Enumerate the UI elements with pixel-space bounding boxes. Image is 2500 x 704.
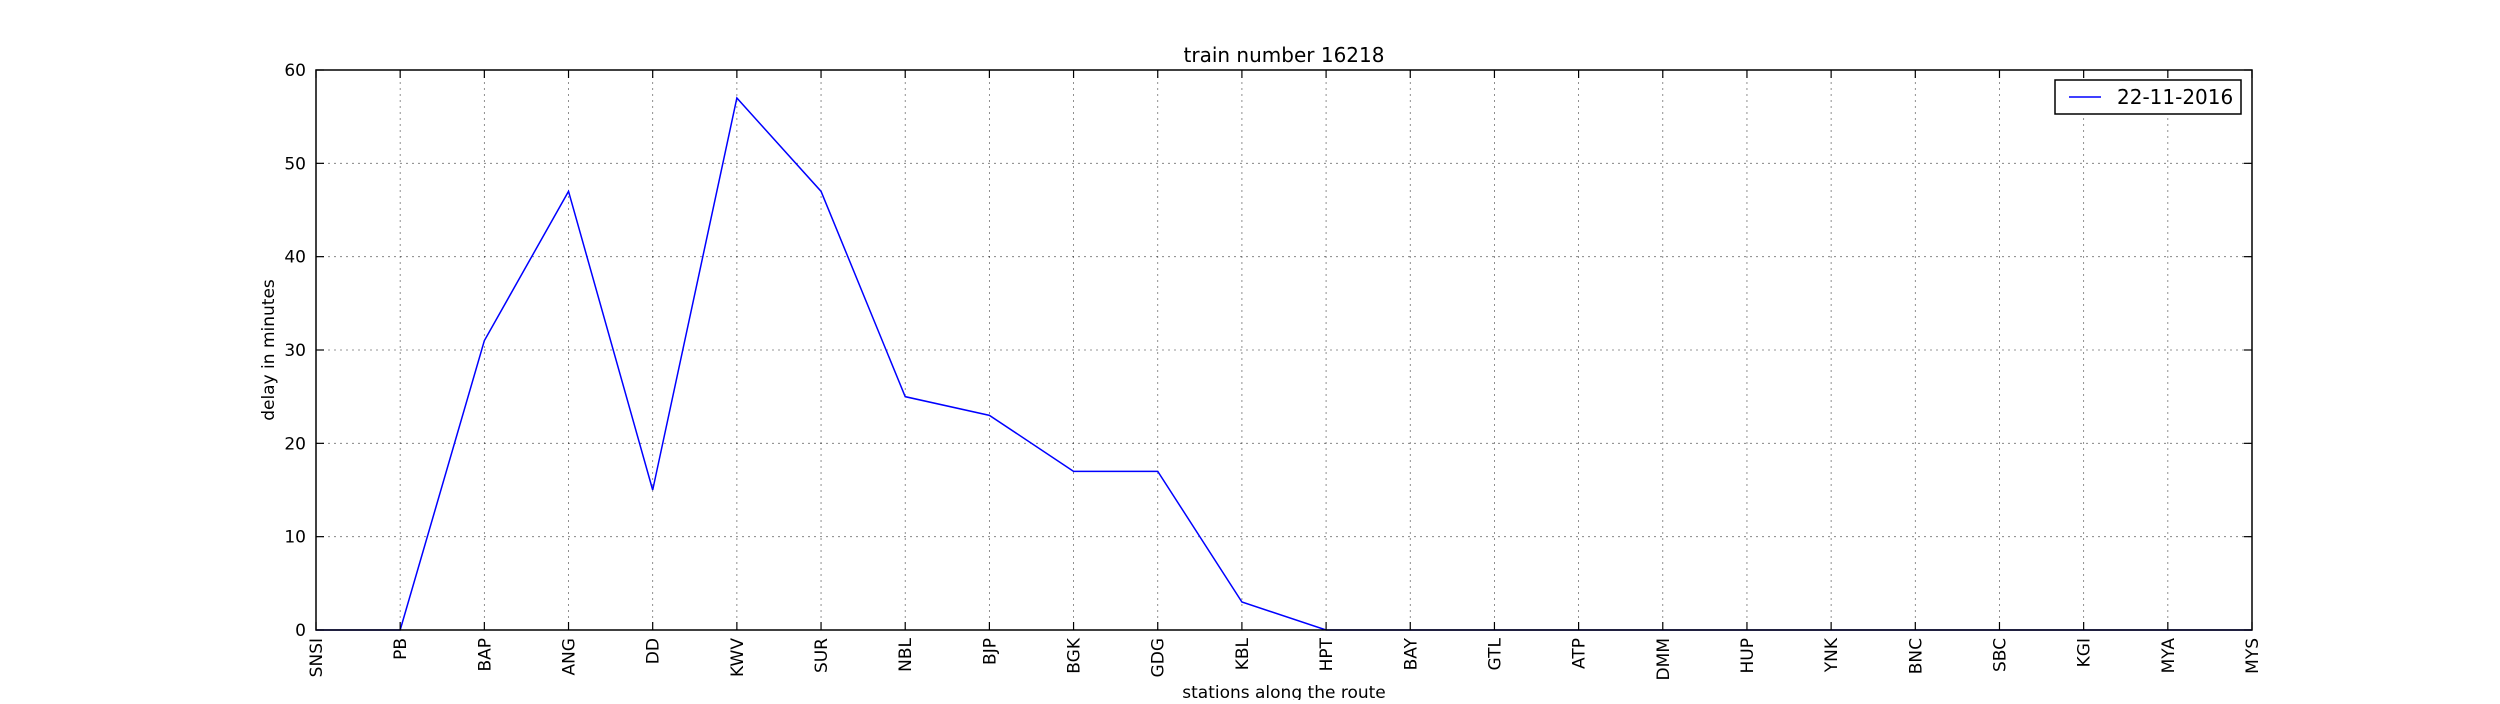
x-tick-label: YNK — [1822, 637, 1842, 673]
x-tick-label: MYA — [2159, 638, 2179, 674]
series-line — [316, 98, 2252, 630]
x-axis-title: stations along the route — [1182, 683, 1386, 700]
x-tick-label: HUP — [1738, 638, 1758, 673]
x-tick-label: KGI — [2075, 638, 2095, 667]
x-tick-label: DD — [644, 638, 664, 664]
chart-title: train number 16218 — [1184, 43, 1385, 67]
tick-labels: 0 10 20 30 40 50 60 SNSI PB BAP ANG DD KWV SUR NBL BJP B… — [284, 61, 2263, 680]
y-tick-label: 50 — [284, 154, 306, 174]
legend-label: 22-11-2016 — [2117, 85, 2233, 109]
y-axis-title: delay in minutes — [259, 279, 279, 421]
x-tick-label: NBL — [896, 637, 916, 671]
x-tick-label: ATP — [1570, 638, 1590, 669]
x-tick-label: KBL — [1233, 637, 1253, 670]
x-tick-label: ANG — [560, 638, 580, 676]
x-tick-label: PB — [391, 638, 411, 660]
x-tick-label: SNSI — [307, 638, 327, 677]
x-tick-label: BNC — [1906, 638, 1926, 674]
x-tick-label: SBC — [1990, 638, 2010, 672]
x-tick-label: GDG — [1149, 638, 1169, 677]
grid-lines — [316, 70, 2252, 630]
y-tick-label: 0 — [295, 621, 306, 641]
x-tick-label: KWV — [728, 638, 748, 677]
y-tick-label: 20 — [284, 434, 306, 454]
y-tick-label: 30 — [284, 341, 306, 361]
x-tick-label: BAP — [475, 638, 495, 672]
y-tick-label: 10 — [284, 528, 306, 548]
x-tick-label: MYS — [2243, 638, 2263, 674]
series-group — [316, 98, 2252, 630]
legend: 22-11-2016 — [2055, 80, 2241, 114]
x-tick-label: BJP — [980, 638, 1000, 665]
y-tick-label: 40 — [284, 248, 306, 268]
x-tick-label: SUR — [812, 638, 832, 673]
y-tick-label: 60 — [284, 61, 306, 81]
x-tick-label: DMM — [1654, 638, 1674, 680]
x-tick-label: HPT — [1317, 637, 1337, 671]
x-tick-label: GTL — [1485, 637, 1505, 670]
x-tick-label: BGK — [1065, 637, 1085, 674]
x-tick-label: BAY — [1401, 637, 1421, 670]
